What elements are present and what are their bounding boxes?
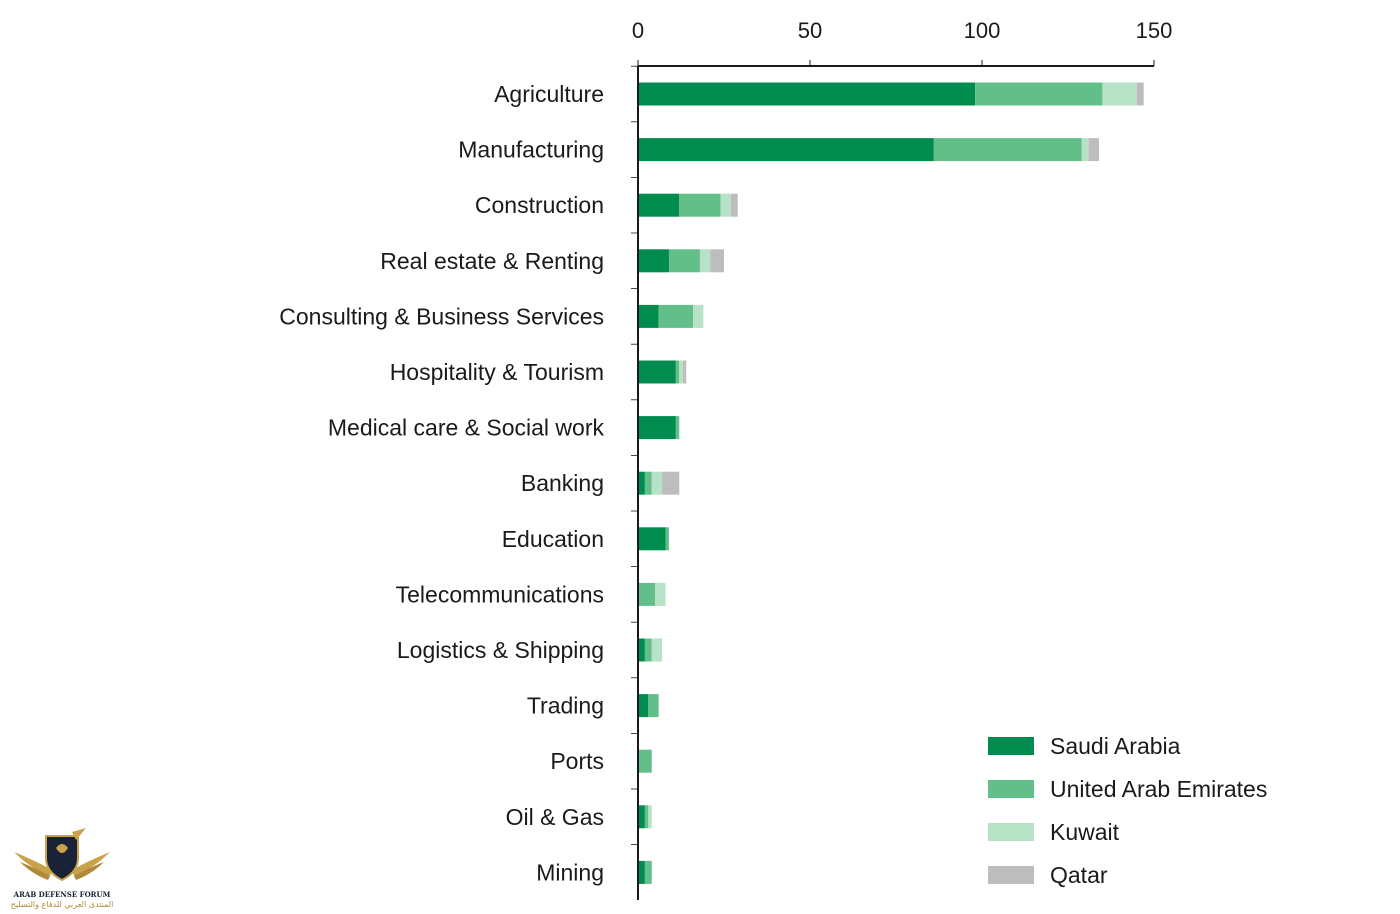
x-tick-label-0: 0 — [632, 18, 644, 43]
bar-trading-united-arab-emirates — [648, 694, 659, 718]
category-label-oil-and-gas: Oil & Gas — [506, 804, 604, 830]
category-labels: Agriculture Manufacturing Construction Real… — [279, 81, 604, 885]
bar-manufacturing-united-arab-emirates — [933, 138, 1082, 162]
bar-education-saudi-arabia — [638, 527, 666, 551]
bar-manufacturing-kuwait — [1081, 138, 1089, 162]
bar-medical-care-and-social-work-saudi-arabia — [638, 416, 676, 440]
category-label-mining: Mining — [536, 859, 604, 885]
bar-construction-qatar — [730, 193, 738, 217]
bar-agriculture-qatar — [1136, 82, 1144, 106]
bars-layer — [638, 82, 1144, 884]
watermark-line2: المنتدى العربي للدفاع والتسليح — [10, 900, 114, 909]
category-label-ports: Ports — [550, 748, 604, 774]
bar-oil-and-gas-saudi-arabia — [638, 805, 645, 829]
bar-logistics-and-shipping-saudi-arabia — [638, 638, 645, 662]
bar-real-estate-and-renting-qatar — [710, 249, 724, 273]
bar-logistics-and-shipping-united-arab-emirates — [644, 638, 652, 662]
eagle-shield-logo-icon — [14, 828, 110, 882]
category-label-education: Education — [502, 526, 604, 552]
bar-manufacturing-saudi-arabia — [638, 138, 934, 162]
bar-hospitality-and-tourism-qatar — [682, 360, 687, 384]
axes — [631, 65, 1154, 900]
bar-banking-kuwait — [651, 471, 663, 495]
bar-mining-saudi-arabia — [638, 860, 645, 884]
bar-consulting-and-business-services-saudi-arabia — [638, 304, 659, 328]
legend-swatch-united-arab-emirates — [988, 780, 1034, 798]
legend: Saudi Arabia United Arab Emirates Kuwait Qa… — [988, 733, 1267, 888]
bar-mining-united-arab-emirates — [644, 860, 652, 884]
bar-medical-care-and-social-work-united-arab-emirates — [675, 416, 680, 440]
watermark-logo: ARAB DEFENSE FORUM المنتدى العربي للدفاع… — [6, 828, 118, 912]
x-tick-label-150: 150 — [1136, 18, 1173, 43]
legend-swatch-saudi-arabia — [988, 737, 1034, 755]
bar-real-estate-and-renting-united-arab-emirates — [668, 249, 700, 273]
category-label-telecommunications: Telecommunications — [396, 581, 604, 607]
bar-telecommunications-kuwait — [655, 582, 666, 606]
bar-consulting-and-business-services-united-arab-emirates — [658, 304, 694, 328]
category-label-construction: Construction — [475, 192, 604, 218]
category-label-hospitality-and-tourism: Hospitality & Tourism — [390, 359, 604, 385]
x-tick-label-50: 50 — [798, 18, 822, 43]
category-label-medical-care-and-social-work: Medical care & Social work — [328, 415, 605, 441]
category-label-agriculture: Agriculture — [494, 81, 604, 107]
bar-agriculture-kuwait — [1102, 82, 1137, 106]
x-tick-label-100: 100 — [964, 18, 1001, 43]
bar-agriculture-united-arab-emirates — [975, 82, 1103, 106]
category-label-manufacturing: Manufacturing — [458, 137, 604, 163]
legend-swatch-kuwait — [988, 823, 1034, 841]
x-axis-ticks: 0 50 100 150 — [632, 18, 1172, 66]
bar-construction-united-arab-emirates — [679, 193, 721, 217]
category-label-banking: Banking — [521, 470, 604, 496]
category-label-trading: Trading — [527, 693, 604, 719]
bar-telecommunications-united-arab-emirates — [638, 582, 656, 606]
bar-trading-saudi-arabia — [638, 694, 649, 718]
bar-real-estate-and-renting-saudi-arabia — [638, 249, 669, 273]
category-label-consulting-and-business-services: Consulting & Business Services — [279, 303, 604, 329]
bar-oil-and-gas-kuwait — [648, 805, 652, 829]
bar-ports-united-arab-emirates — [638, 749, 652, 773]
legend-label-united-arab-emirates: United Arab Emirates — [1050, 776, 1267, 802]
bar-education-united-arab-emirates — [665, 527, 669, 551]
legend-label-kuwait: Kuwait — [1050, 819, 1120, 845]
bar-agriculture-saudi-arabia — [638, 82, 976, 106]
bar-hospitality-and-tourism-united-arab-emirates — [675, 360, 680, 384]
bar-construction-kuwait — [720, 193, 731, 217]
bar-real-estate-and-renting-kuwait — [699, 249, 711, 273]
watermark-line1: ARAB DEFENSE FORUM — [13, 890, 111, 899]
bar-banking-qatar — [662, 471, 680, 495]
legend-label-saudi-arabia: Saudi Arabia — [1050, 733, 1181, 759]
bar-hospitality-and-tourism-kuwait — [679, 360, 683, 384]
bar-banking-saudi-arabia — [638, 471, 645, 495]
category-label-logistics-and-shipping: Logistics & Shipping — [397, 637, 604, 663]
bar-manufacturing-qatar — [1088, 138, 1099, 162]
bar-banking-united-arab-emirates — [644, 471, 652, 495]
bar-consulting-and-business-services-kuwait — [693, 304, 704, 328]
bar-oil-and-gas-united-arab-emirates — [644, 805, 649, 829]
bar-construction-saudi-arabia — [638, 193, 680, 217]
bar-hospitality-and-tourism-saudi-arabia — [638, 360, 676, 384]
legend-swatch-qatar — [988, 866, 1034, 884]
legend-label-qatar: Qatar — [1050, 862, 1108, 888]
category-label-real-estate-and-renting: Real estate & Renting — [380, 248, 604, 274]
bar-logistics-and-shipping-kuwait — [651, 638, 663, 662]
